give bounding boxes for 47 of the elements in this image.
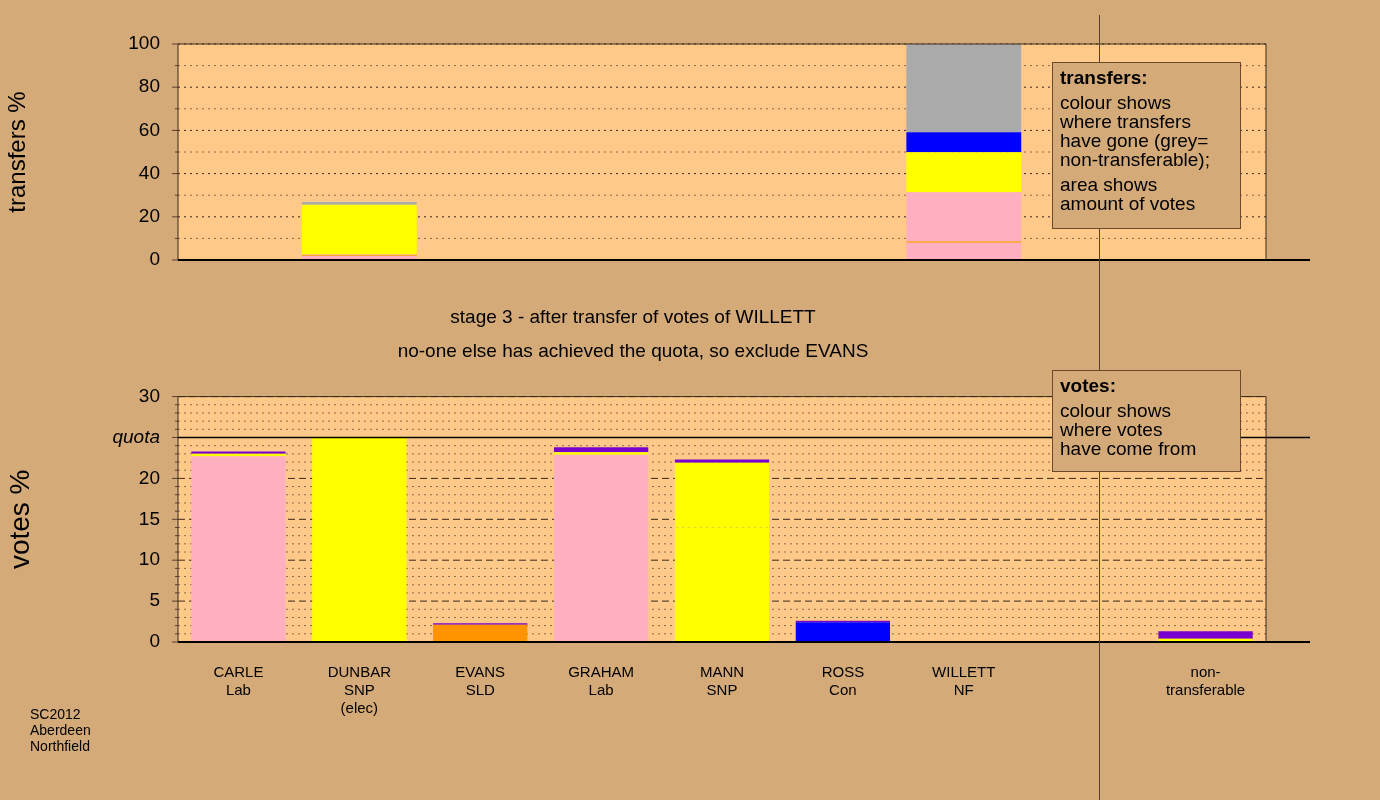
x-tick-label: ROSS Con	[821, 663, 865, 699]
x-tick-label: WILLETT NF	[932, 663, 996, 699]
x-tick-label: GRAHAM Lab	[568, 663, 635, 699]
bar	[795, 622, 891, 642]
y-tick-label: 10	[138, 548, 160, 570]
y-tick-label: 20	[138, 466, 160, 488]
bar	[301, 204, 417, 255]
x-tick-label: DUNBAR SNP (elec)	[327, 663, 392, 717]
x-tick-label: MANN SNP	[699, 663, 745, 699]
bar	[301, 202, 417, 205]
bar	[433, 624, 528, 642]
bar	[312, 437, 407, 642]
bar	[1158, 631, 1253, 639]
annotation: area shows amount of votes	[1060, 174, 1197, 214]
y-tick-label: quota	[112, 425, 160, 447]
bar	[553, 447, 649, 453]
y-axis-title: votes %	[3, 469, 35, 570]
bar	[906, 132, 1022, 153]
x-tick-label: non- transferable	[1165, 663, 1246, 699]
bar	[906, 242, 1022, 260]
chart-subtitle: no-one else has achieved the quota, so exclude EVANS	[397, 340, 869, 362]
bar	[906, 192, 1022, 242]
annotation: colour shows where votes have come from	[1060, 400, 1198, 459]
annotation: colour shows where transfers have gone (grey= non-transferable);	[1060, 92, 1211, 170]
x-tick-label: EVANS SLD	[455, 663, 506, 699]
bar	[674, 459, 770, 463]
y-tick-label: 80	[138, 75, 160, 97]
annotation: transfers:	[1060, 67, 1149, 88]
text: votes:	[1060, 375, 1117, 396]
y-tick-label: 15	[138, 507, 160, 529]
y-tick-label: 40	[138, 161, 160, 183]
y-tick-label: 60	[138, 118, 160, 140]
bar	[906, 44, 1022, 133]
y-tick-label: 0	[149, 248, 160, 270]
x-tick-label: CARLE Lab	[213, 663, 264, 699]
y-tick-label: 5	[149, 589, 160, 611]
y-axis-title: transfers %	[3, 91, 31, 213]
bar	[553, 452, 649, 455]
y-tick-label: 100	[128, 32, 160, 54]
bar	[191, 456, 286, 642]
text: SC2012 Aberdeen Northfield	[30, 706, 91, 754]
chart-title: stage 3 - after transfer of votes of WILLETT	[450, 305, 817, 327]
bar	[553, 454, 649, 642]
y-tick-label: 20	[138, 205, 160, 227]
bar	[906, 152, 1022, 193]
y-tick-label: 0	[149, 630, 160, 652]
y-tick-label: 30	[138, 384, 160, 406]
